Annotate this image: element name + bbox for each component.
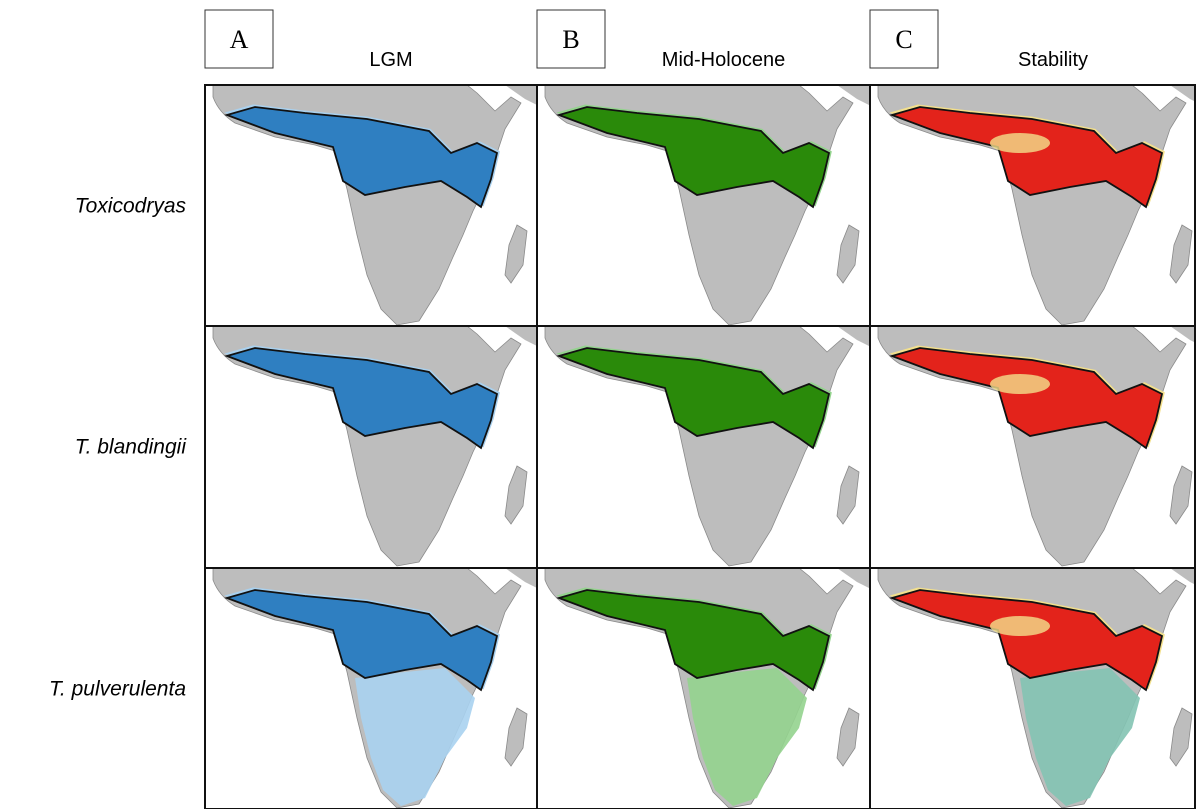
panel-label: A — [230, 25, 249, 54]
map-panel — [537, 568, 870, 809]
map-panel — [870, 85, 1196, 326]
map-panel — [537, 326, 870, 567]
row-label: T. blandingii — [75, 436, 188, 459]
panel-grid — [205, 85, 1196, 809]
map-panel — [205, 85, 537, 326]
map-panel — [205, 568, 537, 809]
stability-edge — [990, 616, 1050, 636]
stability-edge — [990, 374, 1050, 394]
column-title: Mid-Holocene — [662, 49, 785, 71]
column-title: Stability — [1018, 49, 1088, 71]
row-label: T. pulverulenta — [49, 678, 186, 701]
map-panel — [537, 85, 870, 326]
map-panel — [870, 326, 1196, 567]
map-panel — [870, 568, 1196, 809]
row-label: Toxicodryas — [75, 195, 187, 218]
figure: A LGM B Mid-Holocene C Stability Toxicodryas T.… — [0, 0, 1196, 809]
column-title: LGM — [369, 49, 412, 71]
panel-label: B — [562, 25, 579, 54]
panel-label: C — [895, 25, 912, 54]
stability-edge — [990, 133, 1050, 153]
map-panel — [205, 326, 537, 567]
